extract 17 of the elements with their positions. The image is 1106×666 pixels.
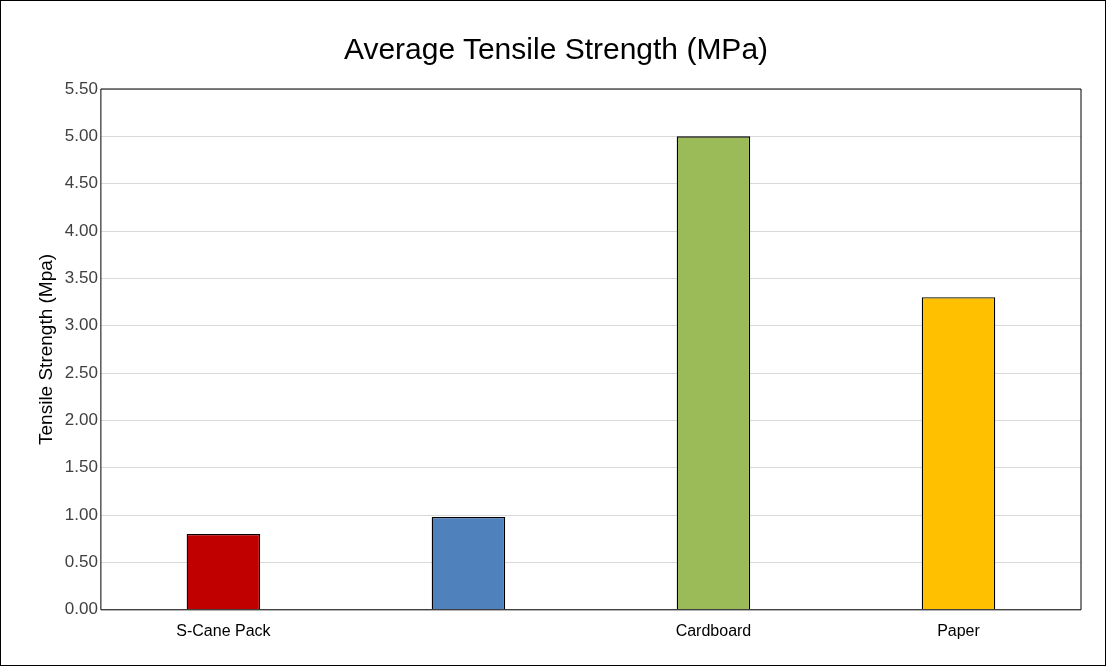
y-tick-label: 2.50 bbox=[64, 362, 98, 382]
y-tick-label: 1.00 bbox=[64, 504, 98, 524]
y-tick-label: 2.00 bbox=[64, 410, 98, 430]
y-tick-label: 4.00 bbox=[64, 220, 98, 240]
y-tick-label: 5.50 bbox=[64, 78, 98, 98]
y-tick-label: 3.00 bbox=[64, 315, 98, 335]
chart-title: Average Tensile Strength (MPa) bbox=[343, 32, 769, 66]
y-tick-label: 3.50 bbox=[64, 268, 98, 288]
y-tick-label: 4.50 bbox=[64, 173, 98, 193]
y-axis-title: Tensile Strength (Mpa) bbox=[34, 253, 56, 445]
y-tick-label: 0.00 bbox=[64, 599, 98, 619]
x-tick-label: S-Cane Pack bbox=[176, 621, 272, 639]
y-tick-label: 5.00 bbox=[64, 126, 98, 146]
y-tick-label: 0.50 bbox=[64, 552, 98, 572]
y-tick-label: 1.50 bbox=[64, 457, 98, 477]
x-tick-label: Paper bbox=[937, 621, 981, 639]
x-tick-label: Cardboard bbox=[675, 621, 752, 639]
